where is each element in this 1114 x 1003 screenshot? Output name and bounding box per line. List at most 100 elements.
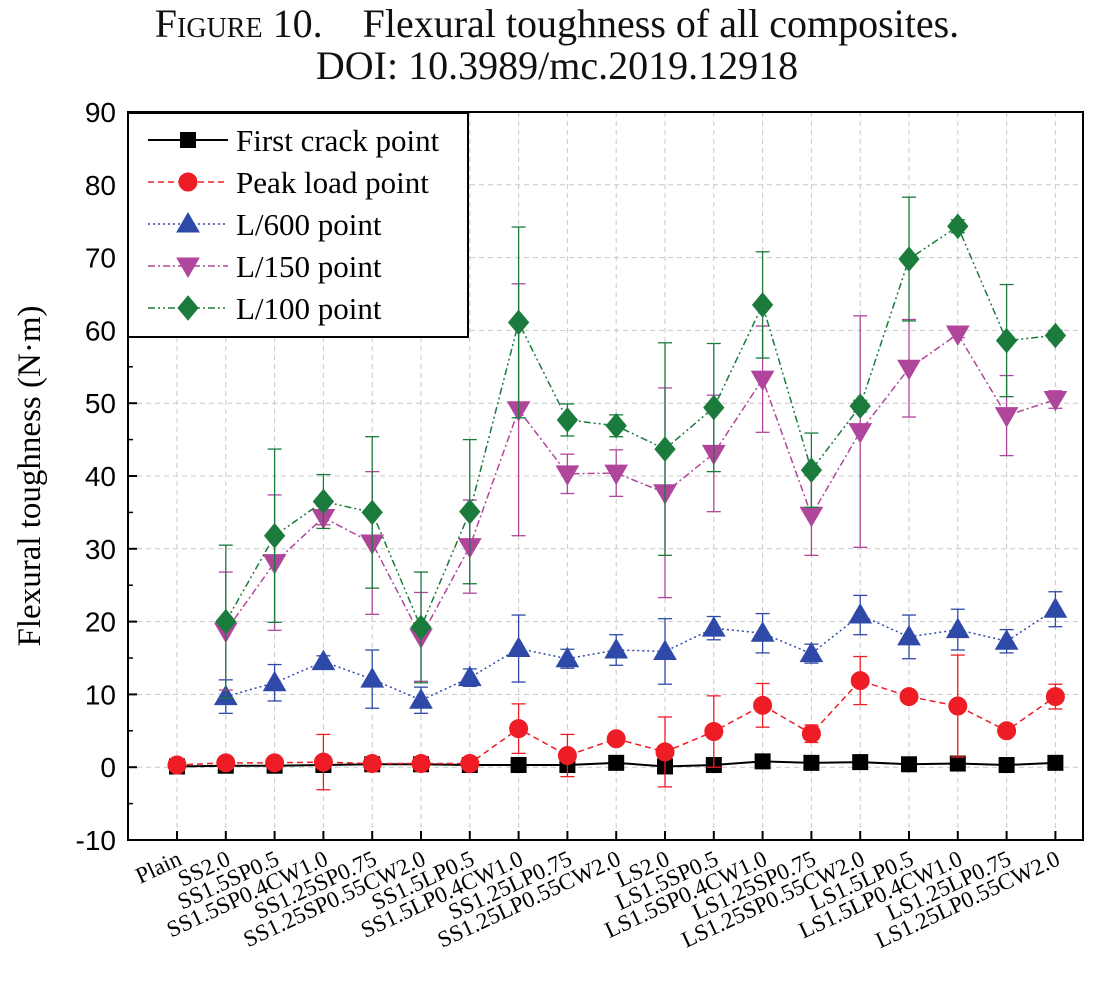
legend-marker — [176, 257, 200, 278]
legend: First crack point Peak load point L/600 po… — [127, 112, 469, 338]
y-tick-label: 40 — [85, 461, 116, 492]
data-point — [409, 688, 433, 709]
data-point — [997, 721, 1017, 741]
data-point — [360, 667, 385, 688]
data-point — [945, 325, 970, 347]
data-point — [998, 757, 1015, 774]
data-point — [263, 522, 286, 549]
data-point — [947, 213, 969, 240]
data-point — [654, 436, 676, 462]
data-point — [507, 309, 530, 336]
data-point — [703, 394, 725, 421]
figure-label: Figure 10. — [154, 1, 323, 46]
data-point — [753, 695, 773, 715]
legend-item: First crack point — [148, 123, 440, 158]
data-point — [995, 327, 1018, 354]
data-point — [362, 754, 382, 774]
data-point — [801, 724, 821, 744]
legend-marker — [178, 172, 198, 192]
data-point — [751, 292, 774, 318]
data-point — [901, 756, 917, 773]
data-point — [949, 755, 966, 772]
figure-title: Flexural toughness of all composites. — [362, 1, 960, 46]
data-point — [556, 407, 579, 433]
data-point — [313, 752, 333, 772]
y-tick-label: 30 — [85, 534, 116, 565]
data-point — [605, 412, 627, 439]
legend-label: Peak load point — [236, 165, 429, 200]
data-point — [606, 729, 626, 749]
data-point — [361, 499, 383, 526]
data-point — [799, 506, 824, 528]
y-tick-label: 60 — [85, 315, 116, 346]
legend-marker — [176, 212, 200, 233]
data-point — [704, 722, 724, 742]
data-point — [750, 621, 775, 642]
data-point — [655, 742, 675, 762]
data-point — [994, 407, 1019, 428]
series-group — [167, 196, 1068, 791]
data-point — [506, 636, 531, 658]
data-point — [265, 753, 285, 773]
plot-frame — [127, 111, 1084, 841]
data-point — [167, 755, 187, 775]
y-tick-label: 10 — [85, 679, 116, 710]
x-axis-ticks: PlainSS2.0SS1.5SP0.5SS1.5SP0.4CW1.0SS1.2… — [132, 831, 1064, 953]
data-point — [1044, 322, 1067, 349]
data-point — [899, 687, 919, 707]
data-point — [800, 457, 823, 483]
data-point — [945, 617, 970, 639]
data-point — [1047, 754, 1064, 771]
data-point — [216, 753, 236, 773]
y-tick-label: 90 — [85, 97, 116, 128]
data-point — [459, 498, 481, 525]
series-4 — [215, 196, 1067, 699]
legend-label: L/600 point — [236, 207, 382, 242]
figure-doi: DOI: 10.3989/mc.2019.12918 — [315, 43, 799, 88]
legend-label: First crack point — [236, 123, 440, 158]
data-point — [557, 746, 577, 766]
y-tick-label: -10 — [76, 825, 116, 856]
legend-marker — [177, 295, 199, 321]
data-point — [510, 757, 527, 774]
series-line — [225, 608, 1056, 702]
data-point — [460, 754, 480, 774]
data-point — [262, 670, 287, 692]
data-point — [848, 603, 873, 624]
data-point — [555, 646, 580, 668]
figure-caption: Figure 10. Flexural toughness of all com… — [0, 2, 1114, 46]
data-point — [410, 614, 432, 641]
data-point — [311, 649, 336, 671]
data-point — [799, 641, 824, 663]
data-point — [457, 665, 482, 687]
series-3 — [213, 283, 1068, 691]
data-point — [411, 754, 431, 774]
data-point — [312, 488, 335, 515]
data-point — [897, 359, 921, 381]
data-point — [897, 624, 921, 646]
data-point — [754, 753, 771, 770]
y-tick-label: 80 — [85, 170, 116, 201]
data-point — [215, 608, 237, 635]
legend-item: Peak load point — [148, 165, 429, 200]
legend-label: L/150 point — [236, 249, 382, 284]
y-tick-label: 0 — [100, 752, 116, 783]
y-tick-label: 20 — [85, 607, 116, 638]
data-point — [509, 719, 529, 739]
series-2 — [213, 591, 1068, 714]
data-point — [604, 464, 629, 486]
data-point — [1043, 597, 1068, 618]
data-point — [1043, 391, 1068, 412]
y-axis-ticks: -10 0 10 20 30 40 50 60 70 80 90 — [76, 97, 137, 856]
data-point — [750, 370, 775, 392]
data-point — [608, 754, 625, 771]
legend-item: L/150 point — [148, 249, 382, 284]
legend-item: L/100 point — [148, 291, 382, 326]
data-point — [994, 629, 1019, 650]
data-point — [849, 393, 871, 419]
legend-marker — [180, 132, 196, 148]
y-tick-label: 50 — [85, 388, 116, 419]
legend-label: L/100 point — [236, 291, 382, 326]
data-point — [803, 754, 820, 771]
